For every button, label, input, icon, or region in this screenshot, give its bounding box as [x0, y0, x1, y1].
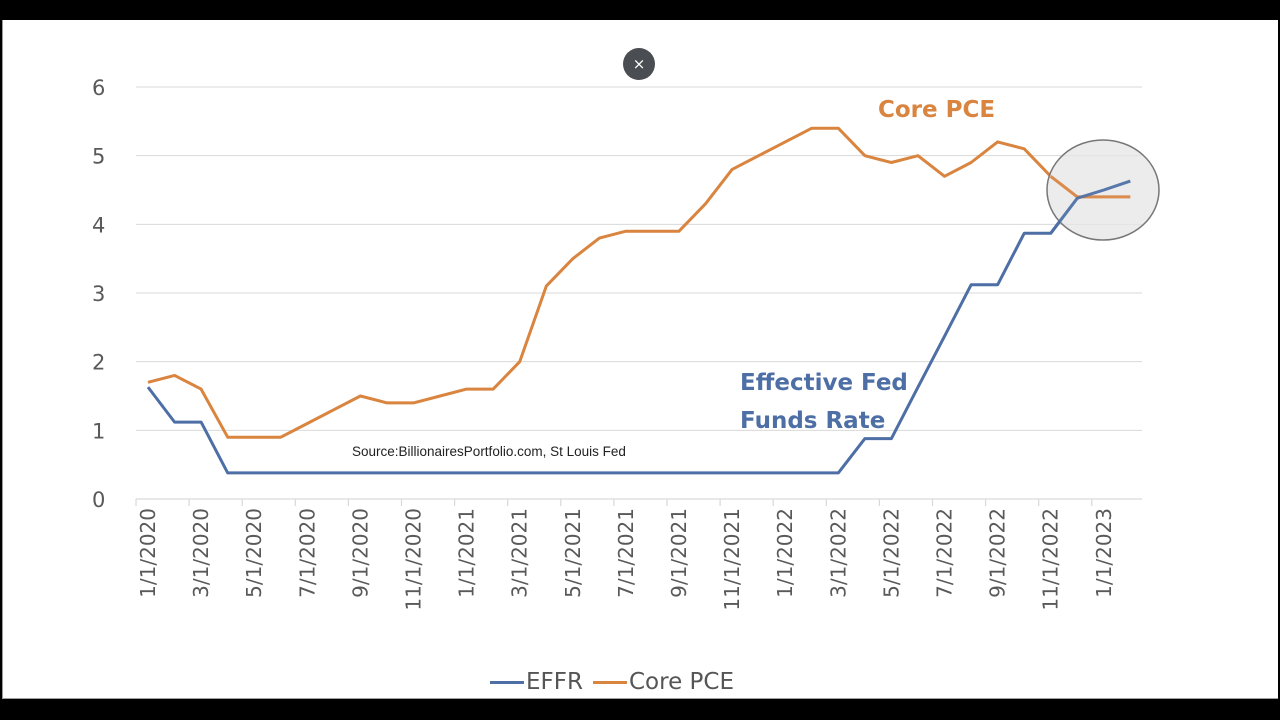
- legend-label-core-pce: Core PCE: [628, 669, 734, 695]
- x-tick-label: 11/1/2021: [720, 508, 744, 611]
- effr-annotation-line1: Effective Fed: [740, 370, 908, 396]
- x-tick-label: 5/1/2020: [242, 508, 266, 598]
- series-line-core-pce-highlighted: [1049, 175, 1131, 199]
- series-line-effr-highlighted: [1049, 179, 1131, 235]
- x-tick-label: 3/1/2020: [189, 508, 213, 598]
- effr-annotation-line2: Funds Rate: [740, 408, 886, 434]
- y-tick-label: 0: [92, 488, 105, 512]
- close-icon: ×: [632, 55, 646, 73]
- legend-swatch-effr: [490, 680, 524, 684]
- x-tick-label: 7/1/2022: [933, 508, 957, 598]
- x-tick-label: 7/1/2021: [614, 508, 638, 598]
- legend-swatch-core-pce: [592, 680, 627, 684]
- x-axis: [135, 498, 1142, 506]
- x-tick-label: 1/1/2021: [455, 508, 479, 598]
- x-tick-label: 3/1/2021: [508, 508, 532, 598]
- y-tick-label: 5: [92, 145, 105, 169]
- x-tick-label: 5/1/2022: [879, 508, 903, 598]
- core-pce-annotation: Core PCE: [878, 97, 1048, 123]
- y-tick-label: 1: [92, 419, 105, 443]
- x-tick-label: 7/1/2020: [295, 508, 319, 598]
- series-lines-overlay: [1049, 175, 1131, 235]
- x-tick-label: 9/1/2022: [986, 508, 1010, 598]
- source-note: Source:BillionairesPortfolio.com, St Lou…: [352, 444, 626, 459]
- y-axis-ticks: 0 1 2 3 4 5 6: [92, 76, 105, 512]
- chart-legend: EFFR Core PCE: [490, 669, 744, 695]
- series-line-effr: [146, 179, 1131, 475]
- effr-annotation: Effective Fed Funds Rate: [740, 364, 908, 440]
- x-tick-label: 1/1/2022: [773, 508, 797, 598]
- y-tick-label: 3: [92, 282, 105, 306]
- x-tick-label: 3/1/2022: [826, 508, 850, 598]
- legend-label-effr: EFFR: [526, 669, 583, 695]
- x-tick-label: 5/1/2021: [561, 508, 585, 598]
- x-tick-label: 11/1/2020: [402, 508, 426, 611]
- legend-item-effr: EFFR: [490, 669, 583, 695]
- y-tick-label: 2: [92, 351, 105, 375]
- legend-item-core-pce: Core PCE: [592, 669, 734, 695]
- close-button[interactable]: ×: [623, 48, 655, 80]
- y-tick-label: 4: [92, 213, 105, 237]
- x-tick-label: 1/1/2023: [1092, 508, 1116, 598]
- series-lines: [146, 126, 1131, 475]
- gridlines: [136, 86, 1142, 431]
- chart-slide: [2, 20, 1278, 699]
- x-tick-label: 11/1/2022: [1039, 508, 1063, 611]
- x-tick-label: 9/1/2020: [348, 508, 372, 598]
- y-tick-label: 6: [92, 76, 105, 100]
- x-tick-label: 1/1/2020: [136, 508, 160, 598]
- x-tick-label: 9/1/2021: [667, 508, 691, 598]
- series-line-core-pce: [147, 126, 1131, 439]
- x-axis-tick-labels: 1/1/2020 3/1/2020 5/1/2020 7/1/2020 9/1/2020…: [136, 508, 1116, 611]
